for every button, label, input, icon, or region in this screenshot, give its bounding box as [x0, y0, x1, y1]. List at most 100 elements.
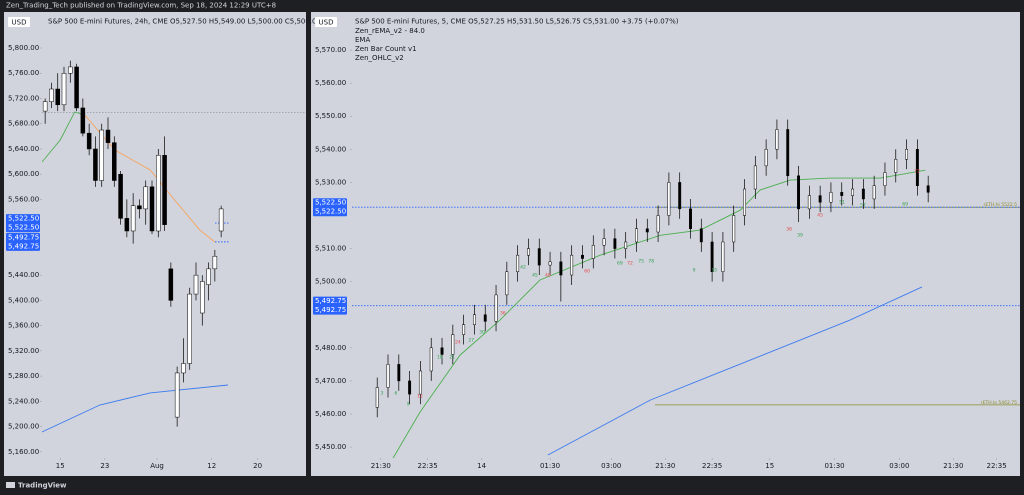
indicator-name: Zen_rEMA_v2 - 84.0 [355, 27, 425, 35]
candle-body [68, 66, 73, 74]
candle-body [80, 107, 86, 134]
bar-count: 48 [545, 273, 551, 279]
candle-body [49, 88, 54, 102]
x-tick-label: 03:00 [889, 462, 909, 470]
candle-body [156, 155, 161, 232]
candle-body [548, 261, 552, 266]
candle-body [74, 66, 79, 109]
x-tick-label: Aug [150, 462, 164, 470]
y-tick-label: 5,460.00 [315, 410, 346, 418]
candle-body [93, 148, 98, 181]
candle-body [494, 294, 498, 322]
candle-body [915, 149, 919, 186]
publisher-line: Zen_Trading_Tech published on TradingVie… [6, 2, 276, 10]
price-label: 5,492.75 [8, 242, 39, 250]
y-tick-label: 5,450.00 [315, 443, 346, 451]
x-tick-label: 20 [253, 462, 262, 470]
candle-body [418, 370, 422, 395]
candle-body [86, 132, 92, 150]
y-tick-label: 5,680.00 [8, 120, 39, 128]
candle-body [905, 149, 909, 160]
candle-body [645, 228, 649, 233]
candle-body [786, 129, 790, 177]
bar-count: 69 [902, 202, 908, 208]
bar-count: 51 [839, 199, 845, 205]
candle-body [187, 293, 192, 364]
candle-body [483, 314, 487, 322]
price-label: 5,522.50 [8, 224, 39, 232]
candle-body [764, 149, 768, 167]
x-tick-label: 15 [56, 462, 65, 470]
bar-count: 69 [617, 261, 623, 267]
y-tick-label: 5,720.00 [8, 94, 39, 102]
candle-body [829, 192, 833, 203]
y-tick-label: 5,540.00 [315, 145, 346, 153]
x-tick-label: 21:30 [371, 462, 391, 470]
bar-count: 30 [479, 329, 485, 335]
candle-body [537, 248, 541, 266]
x-tick-label: 01:30 [824, 462, 844, 470]
candle-body [206, 268, 211, 285]
y-tick-label: 5,320.00 [8, 347, 39, 355]
candle-body [516, 254, 520, 272]
indicator-name: Zen_OHLC_v2 [355, 54, 404, 62]
x-tick-label: 21:30 [655, 462, 675, 470]
logo: TradingView [6, 482, 67, 490]
legend-title: S&P 500 E-mini Futures, 5, CME O5,527.25… [355, 18, 679, 26]
currency: USD [12, 19, 27, 27]
bar-count: 36 [500, 311, 506, 317]
candle-body [797, 175, 800, 210]
price-label: 5,522.50 [315, 199, 346, 207]
plot [42, 60, 306, 433]
candle-body [721, 241, 725, 272]
candle-body [99, 129, 104, 181]
indicator-name: Zen Bar Count v1 [355, 45, 417, 53]
y-tick-label: 5,200.00 [8, 423, 39, 431]
candle-body [462, 324, 466, 335]
x-tick-label: 21:30 [943, 462, 963, 470]
x-tick-label: 23 [100, 462, 109, 470]
candle-body [678, 182, 682, 210]
candle-body [162, 155, 167, 225]
candle-body [527, 248, 530, 256]
candle-body [581, 254, 584, 259]
bar-count: 12 [417, 394, 423, 400]
candle-body [124, 218, 130, 232]
candle-body [689, 208, 692, 229]
price-label-box [6, 214, 40, 233]
candle-body [559, 261, 563, 276]
currency-box [8, 17, 30, 27]
candle-body [775, 129, 779, 150]
candle-body [218, 208, 224, 232]
bar-count: 39 [797, 233, 803, 239]
x-tick-label: 01:30 [540, 462, 560, 470]
bar-count: 27 [468, 338, 474, 344]
x-tick-label: 22:35 [702, 462, 722, 470]
currency-box [315, 17, 337, 27]
candle-body [753, 165, 757, 190]
candle-body [861, 188, 865, 200]
y-tick-label: 5,280.00 [8, 372, 39, 380]
candle-body [624, 241, 628, 249]
y-tick-label: 5,560.00 [315, 79, 346, 87]
candle-body [472, 314, 476, 325]
bar-count: 57 [860, 203, 866, 209]
candle-body [193, 274, 199, 295]
bar-count: 60 [584, 269, 590, 275]
candle-body [137, 205, 142, 210]
candle-body [386, 364, 390, 388]
legend-title: S&P 500 E-mini Futures, 24h, CME O5,527.… [48, 18, 321, 26]
level-label: rETH.lo 5462.75 [981, 400, 1017, 406]
chart: USD S&P 500 E-mini Futures, 24h, CME O5,5… [6, 17, 321, 470]
y-tick-label: 5,510.00 [315, 245, 346, 253]
y-tick-label: 5,480.00 [315, 344, 346, 352]
candle-body [440, 347, 444, 355]
left-panel [4, 12, 306, 476]
candle-body [743, 188, 746, 216]
price-label: 5,492.75 [315, 306, 346, 314]
indicator-line [42, 111, 85, 163]
bar-count: 78 [648, 259, 654, 265]
price-label: 5,492.75 [315, 297, 346, 305]
candle-body [149, 186, 155, 232]
